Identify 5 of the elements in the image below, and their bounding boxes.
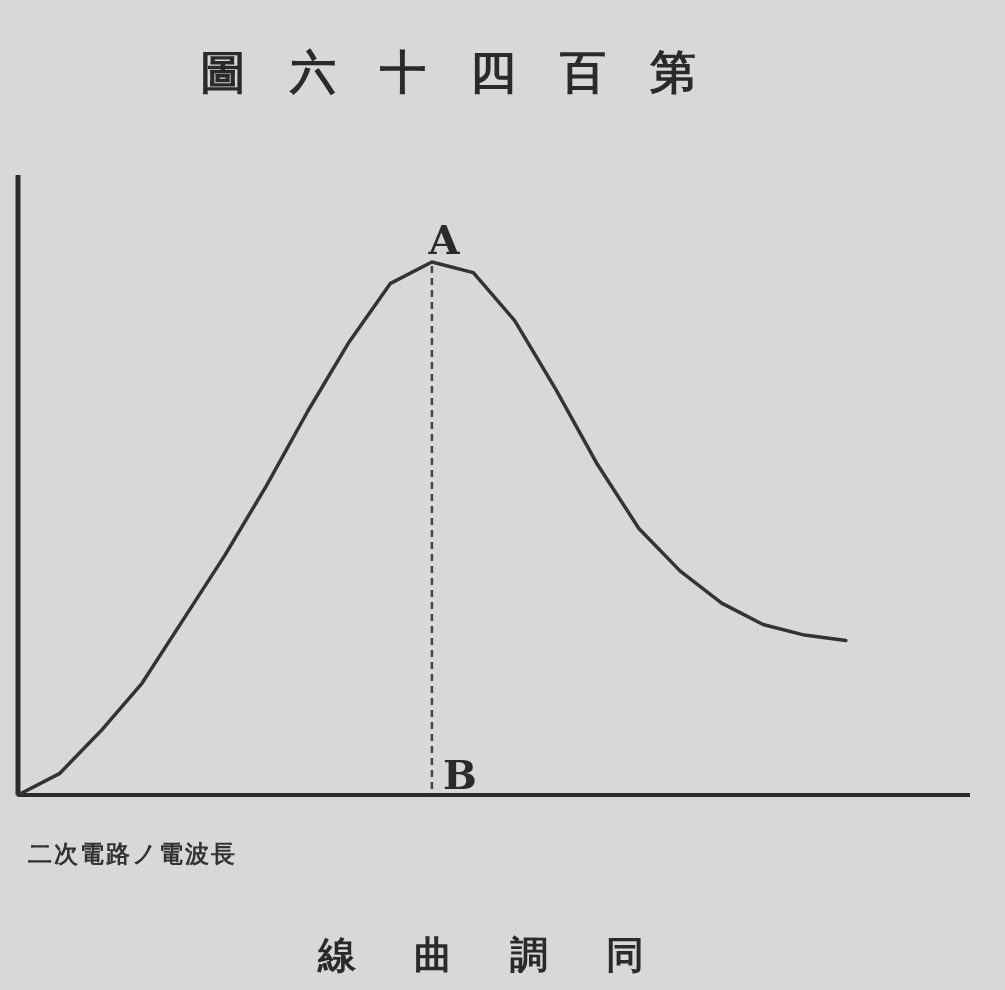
- annotation: B: [443, 751, 477, 798]
- x-axis-title: 二次電路ノ電波長: [28, 839, 237, 868]
- text: 線曲調同: [317, 932, 702, 977]
- annotation: A: [427, 216, 461, 263]
- chart-title: 圖六十四百第: [200, 45, 740, 99]
